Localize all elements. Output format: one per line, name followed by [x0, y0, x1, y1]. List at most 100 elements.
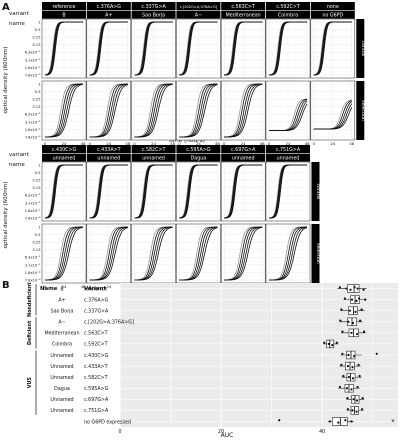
b-x-tick-label: 40 — [319, 429, 325, 435]
y-tick-label: 0.13 — [32, 43, 40, 47]
b-point — [355, 399, 359, 402]
b-point — [363, 330, 366, 333]
b-point — [341, 330, 344, 333]
growth-curve — [134, 227, 173, 281]
facet-name-strip — [131, 10, 176, 19]
growth-curve — [134, 84, 173, 138]
x-tick-label: 0 — [223, 141, 226, 146]
b-point — [278, 419, 281, 422]
a-xlabel-top: time (hours) — [169, 138, 205, 144]
x-tick-label: 0 — [178, 141, 181, 146]
y-tick-label: 0.25 — [32, 241, 40, 245]
y-tick-label: 6.3x10⁻² — [25, 256, 41, 260]
b-point — [340, 363, 343, 366]
facet-variant-label: c.592C>T — [276, 4, 300, 10]
growth-curve — [45, 227, 84, 281]
facet-row-strip-label: control — [360, 41, 366, 57]
facet-variant-label: c.582C>T — [142, 147, 166, 153]
facet-variant-label: c.433A>T — [97, 147, 121, 153]
b-point — [350, 331, 353, 334]
b-point — [343, 297, 347, 300]
x-tick-label: 24 — [62, 141, 67, 146]
facet-variant-strip — [176, 145, 221, 153]
y-tick-label: 3.1x10⁻² — [25, 263, 41, 267]
x-tick-label: 24 — [106, 284, 111, 289]
b-point — [354, 310, 357, 313]
facet-name-label: B — [62, 13, 65, 19]
y-tick-label: 0.13 — [32, 105, 40, 109]
panel-a-growth-curves: reference B 1 0.5 0.25 0.13 6.3x10⁻² 3.1x10⁻² 1.… — [25, 2, 366, 289]
growth-curve — [179, 227, 218, 281]
growth-curve — [89, 84, 128, 138]
facet-variant-strip — [42, 2, 86, 10]
b-x-tick-label: 20 — [218, 429, 224, 435]
y-tick-label: 3.1x10⁻² — [25, 120, 41, 124]
x-tick-label: 48 — [170, 141, 175, 146]
b-point — [338, 385, 341, 389]
b-row-name: Dagua — [54, 386, 70, 392]
facet-variant-strip — [221, 145, 266, 153]
y-tick-label: 6.3x10⁻² — [25, 113, 41, 117]
growth-curve — [45, 84, 84, 138]
b-point — [323, 341, 326, 344]
x-tick-label: 24 — [62, 284, 67, 289]
facet-name-strip — [221, 153, 266, 162]
b-group-label: VUS — [27, 377, 33, 389]
facet-name-label: unnamed — [97, 156, 120, 162]
growth-curve — [44, 164, 83, 219]
b-point — [357, 363, 360, 366]
facet-variant-label: c.[202G>A;376A>G] — [180, 5, 218, 9]
facet-variant-strip — [131, 145, 176, 153]
b-row-variant: c.430C>G — [84, 353, 109, 359]
x-tick-label: 24 — [330, 141, 335, 146]
b-box — [331, 417, 348, 426]
b-point — [361, 397, 364, 400]
b-box — [326, 339, 335, 349]
x-tick-label: 48 — [305, 141, 310, 146]
y-tick-label: 1.6x10⁻² — [25, 128, 41, 132]
b-point — [358, 374, 361, 378]
growth-curve — [179, 164, 218, 219]
x-tick-label: 24 — [106, 141, 111, 146]
b-row-variant: no G6PD expressed — [84, 419, 131, 425]
facet-name-strip — [86, 10, 131, 19]
b-point — [356, 385, 359, 389]
facet-variant-label: c.751G>A — [276, 147, 301, 153]
facet-name-label: A− — [195, 13, 202, 19]
b-point — [338, 286, 341, 289]
b-row-name: Unnamed — [50, 364, 73, 370]
facet-row-strip — [311, 224, 320, 283]
growth-curve — [269, 164, 307, 219]
growth-curve — [134, 21, 173, 76]
b-row-variant: c.[202G>A;376A>G] — [84, 320, 134, 326]
facet-variant-strip — [266, 2, 310, 10]
b-point — [348, 309, 352, 312]
y-tick-label: 7.8x10⁻³ — [25, 216, 41, 220]
b-point — [353, 286, 356, 289]
b-point — [356, 287, 359, 290]
b-row-name: Unnamed — [50, 375, 73, 381]
growth-curve — [224, 227, 263, 281]
b-row-name: A− — [58, 320, 65, 326]
y-tick-label: 1 — [38, 163, 40, 167]
b-point — [345, 287, 348, 290]
y-tick-label: 1.6x10⁻² — [25, 66, 41, 70]
growth-curve — [179, 21, 218, 76]
b-point — [346, 408, 350, 411]
b-point — [364, 298, 367, 301]
y-tick-label: 0.5 — [35, 171, 41, 175]
growth-curve — [89, 227, 128, 281]
growth-curve — [44, 21, 83, 76]
growth-curve — [134, 164, 173, 219]
b-group-label: Deficient — [27, 320, 33, 345]
growth-curve — [313, 107, 353, 130]
b-point — [351, 377, 355, 380]
facet-variant-label: c.337G>A — [141, 4, 166, 10]
b-row-name: Coimbra — [52, 342, 72, 348]
facet-variant-label: c.595A>G — [186, 147, 211, 153]
facet-variant-strip — [42, 145, 86, 153]
facet-name-strip — [310, 10, 355, 19]
facet-variant-label: c.430C>G — [52, 147, 77, 153]
facet-variant-strip — [266, 145, 310, 153]
